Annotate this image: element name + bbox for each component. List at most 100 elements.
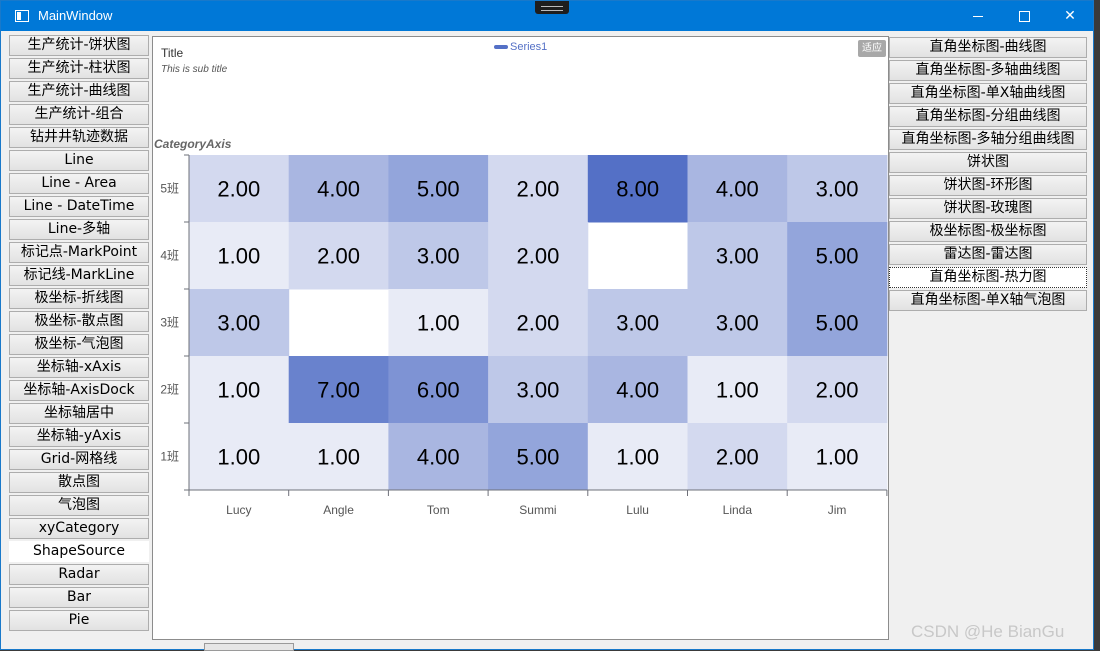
heatmap-cell — [687, 222, 788, 290]
heatmap-cell-label: 4.00 — [417, 445, 460, 470]
heatmap-cell — [687, 155, 788, 223]
heatmap-cell-label: 2.00 — [716, 445, 759, 470]
y-axis-name: CategoryAxis — [154, 137, 232, 151]
left-nav-button-8[interactable]: Line-多轴 — [9, 219, 149, 240]
right-nav-button-0[interactable]: 直角坐标图-曲线图 — [889, 37, 1087, 58]
heatmap-cell-label: 3.00 — [217, 311, 260, 336]
heatmap-cell — [488, 289, 589, 357]
heatmap-cell-label: 8.00 — [616, 177, 659, 202]
heatmap-cell-label: 2.00 — [816, 378, 859, 403]
fit-button[interactable]: 适应 — [858, 40, 886, 57]
right-nav-button-10[interactable]: 直角坐标图-热力图 — [889, 267, 1087, 288]
left-nav-button-21[interactable]: xyCategory — [9, 518, 149, 539]
heatmap-cell — [388, 356, 489, 424]
legend-label: Series1 — [510, 41, 548, 53]
left-nav-button-20[interactable]: 气泡图 — [9, 495, 149, 516]
left-nav-button-13[interactable]: 极坐标-气泡图 — [9, 334, 149, 355]
heatmap-cell — [488, 155, 589, 223]
watermark: CSDN @He BianGu — [911, 622, 1065, 641]
heatmap-cell — [189, 155, 290, 223]
x-tick-label: Lucy — [226, 503, 251, 517]
right-nav-button-4[interactable]: 直角坐标图-多轴分组曲线图 — [889, 129, 1087, 150]
heatmap-cell-label: 3.00 — [517, 378, 560, 403]
left-nav-button-7[interactable]: Line - DateTime — [9, 196, 149, 217]
heatmap-cell-label: 3.00 — [616, 311, 659, 336]
left-nav-button-10[interactable]: 标记线-MarkLine — [9, 265, 149, 286]
heatmap-cell — [189, 356, 290, 424]
heatmap-cell — [687, 356, 788, 424]
right-nav-button-6[interactable]: 饼状图-环形图 — [889, 175, 1087, 196]
heatmap-cell-label: 1.00 — [217, 244, 260, 269]
heatmap-cell — [488, 222, 589, 290]
heatmap-cell — [388, 289, 489, 357]
left-nav-button-9[interactable]: 标记点-MarkPoint — [9, 242, 149, 263]
heatmap-cell — [288, 423, 389, 491]
heatmap-cell — [189, 289, 290, 357]
heatmap-cell-label: 4.00 — [616, 378, 659, 403]
heatmap-cell-label: 1.00 — [816, 445, 859, 470]
heatmap-cell — [587, 155, 688, 223]
right-nav-button-7[interactable]: 饼状图-玫瑰图 — [889, 198, 1087, 219]
heatmap-cell — [687, 289, 788, 357]
right-nav-button-2[interactable]: 直角坐标图-单X轴曲线图 — [889, 83, 1087, 104]
heatmap-cell-label: 5.00 — [417, 177, 460, 202]
maximize-button[interactable] — [1001, 1, 1047, 31]
x-tick-label: Lulu — [626, 503, 649, 517]
left-nav-button-12[interactable]: 极坐标-散点图 — [9, 311, 149, 332]
heatmap-cell-label: 3.00 — [816, 177, 859, 202]
right-nav-list[interactable]: 直角坐标图-曲线图 直角坐标图-多轴曲线图 直角坐标图-单X轴曲线图 直角坐标图-分组… — [889, 37, 1089, 313]
heatmap-cell-label: 1.00 — [217, 378, 260, 403]
left-nav-list[interactable]: 生产统计-饼状图 生产统计-柱状图 生产统计-曲线图 生产统计-组合 钻井井轨迹数据 Li… — [9, 35, 152, 641]
right-nav-button-9[interactable]: 雷达图-雷达图 — [889, 244, 1087, 265]
minimize-button[interactable] — [955, 1, 1001, 31]
left-nav-button-3[interactable]: 生产统计-组合 — [9, 104, 149, 125]
right-nav-button-3[interactable]: 直角坐标图-分组曲线图 — [889, 106, 1087, 127]
left-nav-button-1[interactable]: 生产统计-柱状图 — [9, 58, 149, 79]
left-nav-button-24[interactable]: Bar — [9, 587, 149, 608]
heatmap-cell — [388, 423, 489, 491]
heatmap-cell-label: 6.00 — [417, 378, 460, 403]
heatmap-cell — [488, 356, 589, 424]
heatmap-cell — [587, 423, 688, 491]
heatmap-cell-label: 3.00 — [417, 244, 460, 269]
left-nav-button-6[interactable]: Line - Area — [9, 173, 149, 194]
right-nav-button-11[interactable]: 直角坐标图-单X轴气泡图 — [889, 290, 1087, 311]
right-nav-button-5[interactable]: 饼状图 — [889, 152, 1087, 173]
legend-item-series1[interactable]: Series1 — [494, 41, 547, 53]
right-nav-button-1[interactable]: 直角坐标图-多轴曲线图 — [889, 60, 1087, 81]
heatmap-cell — [488, 423, 589, 491]
left-nav-button-5[interactable]: Line — [9, 150, 149, 171]
heatmap-cell — [189, 222, 290, 290]
heatmap-cell-label: 1.00 — [616, 445, 659, 470]
left-nav-button-19[interactable]: 散点图 — [9, 472, 149, 493]
right-nav-button-8[interactable]: 极坐标图-极坐标图 — [889, 221, 1087, 242]
left-nav-button-16[interactable]: 坐标轴居中 — [9, 403, 149, 424]
heatmap-cell-label: 1.00 — [417, 311, 460, 336]
legend-swatch — [494, 45, 508, 50]
heatmap-cell — [388, 155, 489, 223]
left-nav-button-14[interactable]: 坐标轴-xAxis — [9, 357, 149, 378]
y-tick-label: 2班 — [160, 383, 179, 397]
heatmap-cell — [787, 222, 888, 290]
left-nav-button-23[interactable]: Radar — [9, 564, 149, 585]
left-nav-button-0[interactable]: 生产统计-饼状图 — [9, 35, 149, 56]
heatmap-cell-label: 1.00 — [317, 445, 360, 470]
close-button[interactable]: ✕ — [1064, 8, 1076, 24]
left-nav-button-4[interactable]: 钻井井轨迹数据 — [9, 127, 149, 148]
snap-grip-handle[interactable] — [535, 1, 569, 14]
y-tick-label: 4班 — [160, 249, 179, 263]
heatmap-cell — [687, 423, 788, 491]
left-nav-button-25[interactable]: Pie — [9, 610, 149, 631]
title-bar[interactable]: MainWindow ✕ — [1, 1, 1093, 31]
left-nav-button-17[interactable]: 坐标轴-yAxis — [9, 426, 149, 447]
left-nav-button-2[interactable]: 生产统计-曲线图 — [9, 81, 149, 102]
heatmap-cell-label: 4.00 — [716, 177, 759, 202]
left-nav-button-18[interactable]: Grid-网格线 — [9, 449, 149, 470]
heatmap-cell-label: 2.00 — [517, 311, 560, 336]
heatmap-cell-label: 5.00 — [816, 244, 859, 269]
left-nav-button-15[interactable]: 坐标轴-AxisDock — [9, 380, 149, 401]
left-nav-button-22[interactable]: ShapeSource — [9, 541, 149, 562]
heatmap-cell-label: 3.00 — [716, 311, 759, 336]
heatmap-cell-label: 4.00 — [317, 177, 360, 202]
left-nav-button-11[interactable]: 极坐标-折线图 — [9, 288, 149, 309]
